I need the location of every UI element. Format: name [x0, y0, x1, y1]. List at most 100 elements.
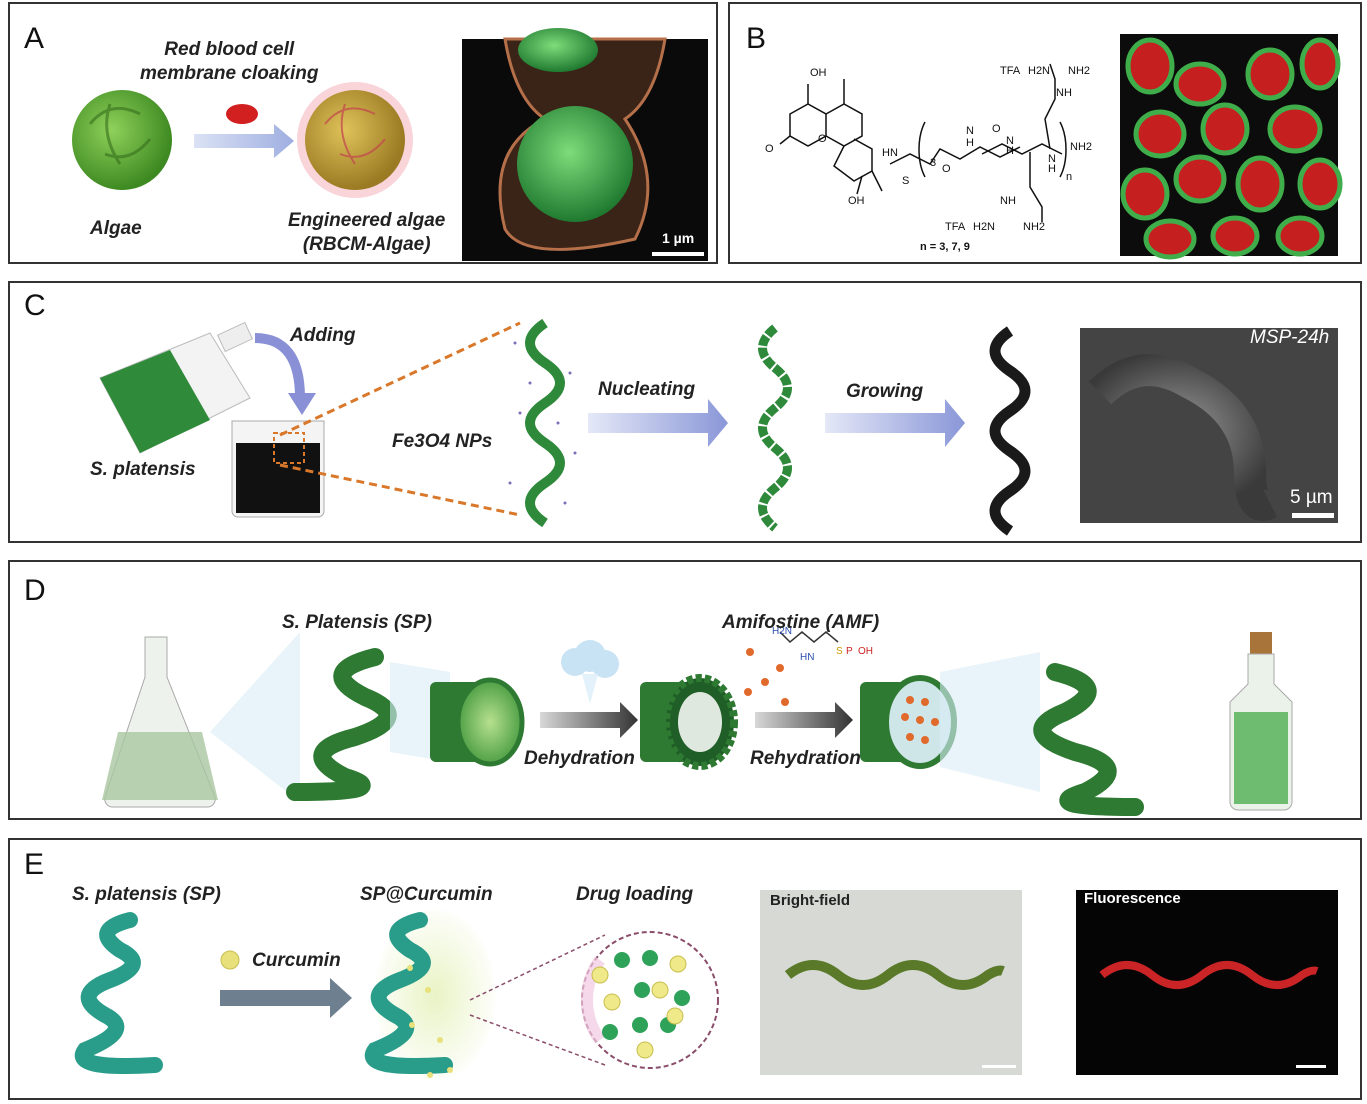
panel-c-graphics — [99, 318, 1338, 536]
chem-nh-top: NH — [1056, 87, 1072, 99]
svg-text:P: P — [846, 646, 853, 657]
chem-h3: H — [1048, 163, 1056, 175]
beaker-icon — [231, 420, 325, 518]
chem-nh2: NH2 — [1070, 141, 1092, 153]
fluorescence-micrograph — [1076, 890, 1338, 1075]
species-label: S. platensis — [90, 459, 196, 480]
amf-molecule-icon: H2N HN S P OH — [772, 626, 873, 663]
growing-arrow-icon — [825, 399, 965, 447]
drug-loading-circle — [581, 931, 719, 1069]
curcumin-particle-icon — [220, 950, 240, 970]
chem-h2: H — [1006, 145, 1014, 157]
scale-bar-label: 5 µm — [1290, 487, 1333, 508]
dehydration-label: Dehydration — [524, 748, 635, 769]
sp-label: S. Platensis (SP) — [282, 612, 432, 633]
curved-arrow-head-icon — [288, 393, 316, 415]
chem-o1: O — [942, 163, 951, 175]
nucleating-label: Nucleating — [598, 379, 696, 400]
chem-h2n-bottom: H2N — [973, 221, 995, 233]
dehydration-arrow-icon — [540, 702, 638, 738]
spirulina-helix-1 — [508, 318, 577, 528]
panel-b: B OH O O OH HN S N H H N O O N H NH2 TFA… — [728, 2, 1362, 264]
chemical-structure: OH O O OH HN S N H H N O O N H NH2 TFA H… — [765, 34, 1343, 260]
sem-image-rbcm-algae — [462, 28, 708, 261]
arrow-right-icon — [194, 124, 294, 158]
sem-label: MSP-24h — [1250, 327, 1330, 348]
sp-coil-right — [1033, 663, 1144, 816]
chem-s: S — [902, 175, 909, 187]
red-blood-cell-icon — [226, 104, 258, 124]
erlenmeyer-flask-icon — [102, 636, 218, 808]
chem-h1: H — [966, 137, 974, 149]
panel-letter-b: B — [746, 22, 767, 55]
chem-n1: N — [966, 125, 974, 137]
chem-o2: O — [992, 123, 1001, 135]
chem-n2: N — [1006, 135, 1014, 147]
flask-icon — [99, 321, 254, 454]
chem-o-ring: O — [818, 133, 827, 145]
chem-tfa-top: TFA — [1000, 65, 1021, 77]
spirulina-helix-3 — [989, 326, 1031, 536]
panel-a: A Algae Red blood cell membrane cloaking — [8, 2, 718, 264]
drug-loading-label: Drug loading — [576, 884, 694, 905]
fluorescence-micrograph-rbc — [1120, 34, 1343, 260]
chem-oh-top: OH — [810, 67, 827, 79]
curcumin-label: Curcumin — [252, 950, 341, 971]
chem-tfa-bottom: TFA — [945, 221, 966, 233]
chem-h2n-top: H2N — [1028, 65, 1050, 77]
panel-letter-c: C — [24, 289, 46, 322]
chem-hn: HN — [882, 147, 898, 159]
sp-curcumin-label: SP@Curcumin — [360, 884, 493, 905]
curved-arrow-icon — [254, 333, 305, 399]
amf-label: Amifostine (AMF) — [722, 612, 880, 633]
zoom-cone — [210, 632, 300, 802]
sp-curcumin-coil — [365, 910, 495, 1080]
chem-n3: N — [1048, 153, 1056, 165]
scale-bar-label: 1 µm — [662, 230, 695, 246]
svg-text:HN: HN — [800, 652, 814, 663]
svg-text:S: S — [836, 646, 843, 657]
chem-nh2-bottom: NH2 — [1023, 221, 1045, 233]
chem-oh-bottom: OH — [848, 195, 865, 207]
sp-cylinder — [430, 677, 525, 767]
sp-coil-left — [286, 648, 397, 801]
chem-o-left: O — [765, 143, 774, 155]
algae-cell — [72, 90, 172, 190]
panel-letter-a: A — [24, 22, 45, 55]
loaded-cylinder — [860, 675, 957, 769]
chem-nh2-top: NH2 — [1068, 65, 1090, 77]
panel-letter-d: D — [24, 574, 46, 607]
bottle-icon — [1229, 632, 1293, 811]
zoom-dashed-lines — [279, 321, 521, 517]
svg-text:OH: OH — [858, 646, 873, 657]
bright-field-label: Bright-field — [770, 892, 850, 909]
nucleating-arrow-icon — [588, 399, 728, 447]
rehydration-label: Rehydration — [750, 748, 861, 769]
algae-label: Algae — [90, 218, 142, 239]
spirulina-helix-2 — [758, 324, 792, 532]
panel-e: E — [8, 838, 1362, 1100]
sp-label: S. platensis (SP) — [72, 884, 221, 905]
growing-label: Growing — [846, 381, 924, 402]
panel-d-graphics: H2N HN S P OH — [102, 626, 1293, 816]
zoom-cone-3 — [940, 652, 1040, 792]
curcumin-arrow-icon — [220, 978, 352, 1018]
panel-letter-e: E — [24, 848, 45, 881]
adding-label: Adding — [290, 325, 356, 346]
np-label: Fe3O4 NPs — [392, 431, 493, 452]
sem-image-msp — [1080, 328, 1338, 523]
formula-note: n = 3, 7, 9 — [920, 241, 970, 253]
engineered-algae-cell — [297, 82, 413, 198]
panel-e-graphics — [75, 890, 1338, 1080]
rehydration-arrow-icon — [755, 702, 853, 738]
panel-c: C Adding S. pl — [8, 281, 1362, 543]
svg-text:H2N: H2N — [772, 626, 792, 637]
panel-d: D H2N HN — [8, 560, 1362, 820]
cloud-icon — [561, 640, 619, 704]
panel-a-graphics — [72, 28, 708, 261]
sp-coil-teal — [75, 912, 163, 1074]
chem-nh-bottom: NH — [1000, 195, 1016, 207]
fluorescence-label: Fluorescence — [1084, 890, 1181, 907]
bright-field-micrograph — [760, 890, 1022, 1075]
zoom-dashed-lines — [469, 934, 606, 1066]
